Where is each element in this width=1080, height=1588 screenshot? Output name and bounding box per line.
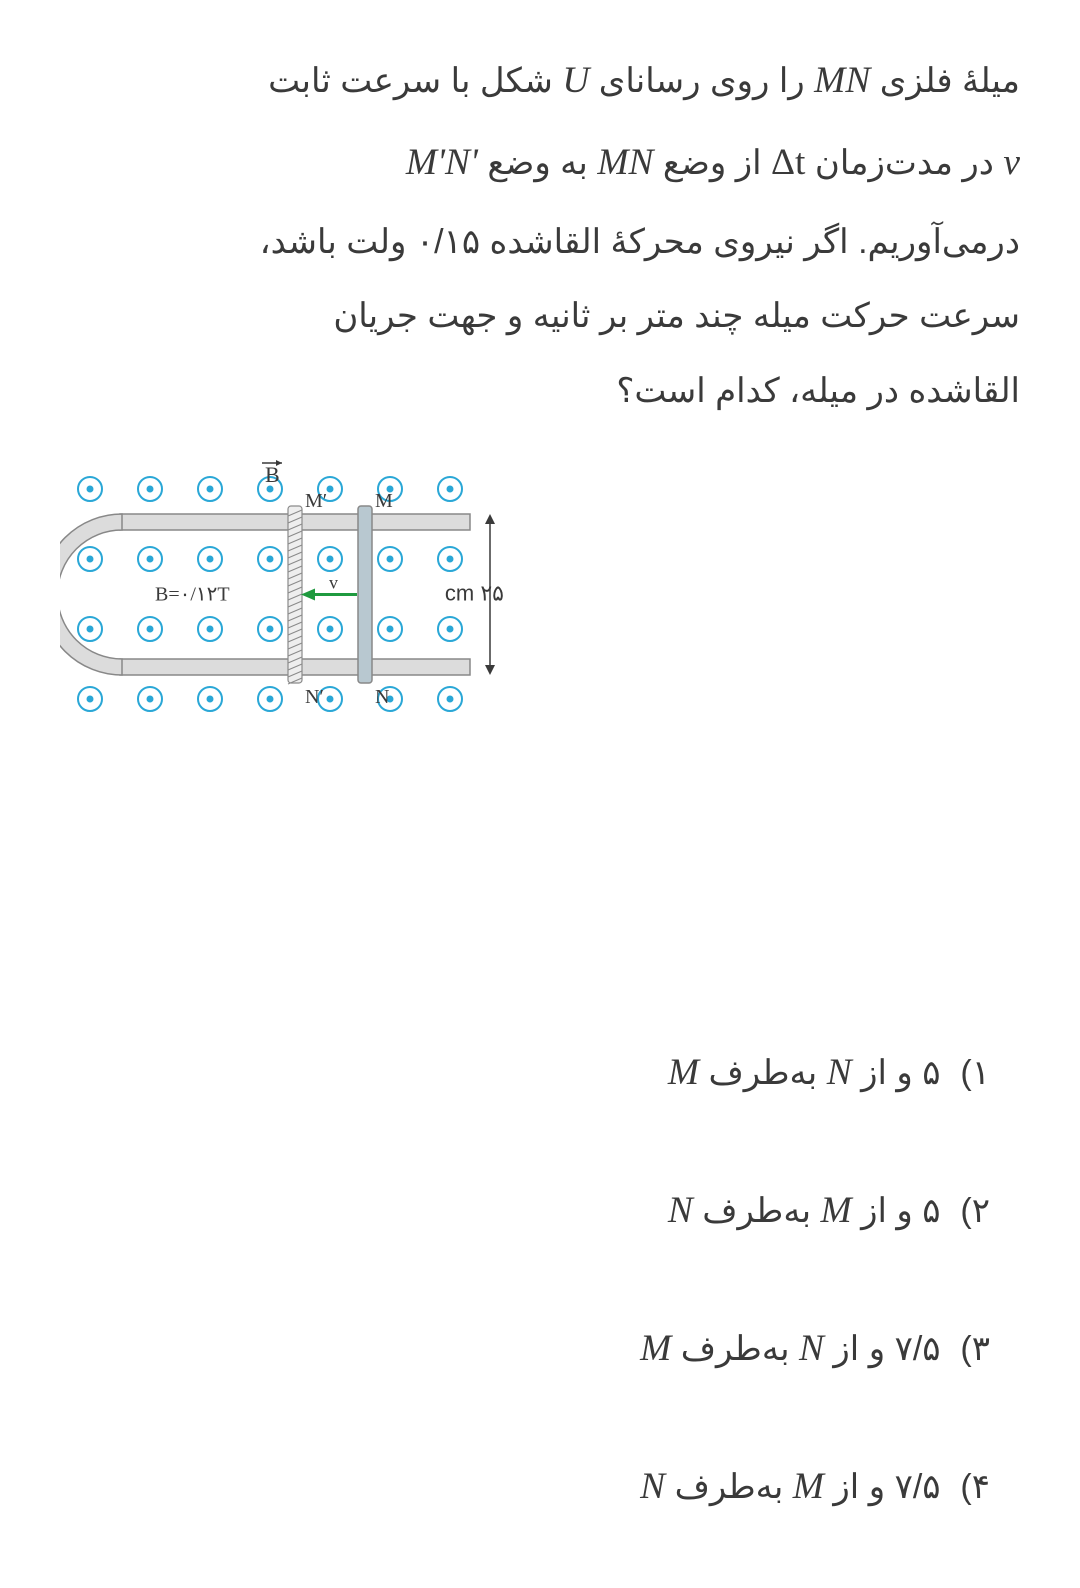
var-m: M bbox=[668, 1052, 699, 1093]
option-number: ۳) bbox=[950, 1329, 990, 1369]
options-list: ۱) ۵ و از N به‌طرف M ۲) ۵ و از M به‌طرف … bbox=[60, 956, 990, 1508]
text-frag: از وضع bbox=[653, 144, 771, 182]
option-4: ۴) ۷/۵ و از M به‌طرف N bbox=[60, 1465, 990, 1508]
svg-text:۲۵ cm: ۲۵ cm bbox=[445, 580, 504, 605]
option-3: ۳) ۷/۵ و از N به‌طرف M bbox=[60, 1327, 990, 1370]
svg-text:M′: M′ bbox=[305, 490, 327, 512]
text-frag: را روی رسانای bbox=[589, 62, 814, 100]
q-line1: میلهٔ فلزی MN را روی رسانای U شکل با سرع… bbox=[268, 62, 1020, 100]
option-2: ۲) ۵ و از M به‌طرف N bbox=[60, 1189, 990, 1232]
option-number: ۲) bbox=[950, 1191, 990, 1231]
var-m: M bbox=[640, 1328, 671, 1369]
text-frag: ۷/۵ و از bbox=[824, 1330, 941, 1368]
svg-text:N′: N′ bbox=[305, 686, 324, 708]
q-line3: درمی‌آوریم. اگر نیروی محرکهٔ القاشده ۰/۱… bbox=[260, 223, 1020, 261]
var-u: U bbox=[562, 60, 589, 101]
text-frag: به‌طرف bbox=[699, 1054, 827, 1092]
svg-text:B: B bbox=[265, 462, 280, 487]
text-frag: میلهٔ فلزی bbox=[870, 62, 1020, 100]
var-n: N bbox=[668, 1190, 693, 1231]
text-frag: به‌طرف bbox=[671, 1330, 799, 1368]
q-line2: v در مدت‌زمان Δt از وضع MN به وضع M'N' bbox=[406, 144, 1020, 182]
var-n: N bbox=[827, 1052, 852, 1093]
text-frag: ۵ و از bbox=[852, 1192, 941, 1230]
svg-text:v: v bbox=[329, 572, 338, 592]
var-dt: Δt bbox=[771, 142, 805, 183]
var-n: N bbox=[640, 1466, 665, 1507]
var-mn: MN bbox=[814, 60, 870, 101]
text-frag: به‌طرف bbox=[693, 1192, 821, 1230]
var-n: N bbox=[799, 1328, 824, 1369]
text-frag: شکل با سرعت ثابت bbox=[268, 62, 562, 100]
var-v: v bbox=[1003, 142, 1020, 183]
q-line5: القاشده در میله، کدام است؟ bbox=[616, 372, 1020, 410]
svg-text:N: N bbox=[375, 686, 389, 708]
diagram-container: v B M M′ N N′ B=٠/١٢T ۲۵ cm bbox=[60, 459, 620, 764]
var-m: M bbox=[821, 1190, 852, 1231]
svg-text:M: M bbox=[375, 490, 393, 512]
text-frag: به‌طرف bbox=[665, 1468, 793, 1506]
text-frag: ۷/۵ و از bbox=[824, 1468, 941, 1506]
text-frag: در مدت‌زمان bbox=[805, 144, 1003, 182]
option-1: ۱) ۵ و از N به‌طرف M bbox=[60, 1051, 990, 1094]
physics-diagram: v B M M′ N N′ B=٠/١٢T ۲۵ cm bbox=[60, 459, 620, 759]
var-m: M bbox=[793, 1466, 824, 1507]
text-frag: ۵ و از bbox=[852, 1054, 941, 1092]
svg-text:B=٠/١٢T: B=٠/١٢T bbox=[155, 583, 230, 605]
option-number: ۴) bbox=[950, 1467, 990, 1507]
q-line4: سرعت حرکت میله چند متر بر ثانیه و جهت جر… bbox=[333, 297, 1020, 335]
option-number: ۱) bbox=[950, 1053, 990, 1093]
var-mn2: MN bbox=[597, 142, 653, 183]
question-text: میلهٔ فلزی MN را روی رسانای U شکل با سرع… bbox=[60, 40, 1020, 429]
var-mnp: M'N' bbox=[406, 142, 478, 183]
text-frag: به وضع bbox=[478, 144, 597, 182]
